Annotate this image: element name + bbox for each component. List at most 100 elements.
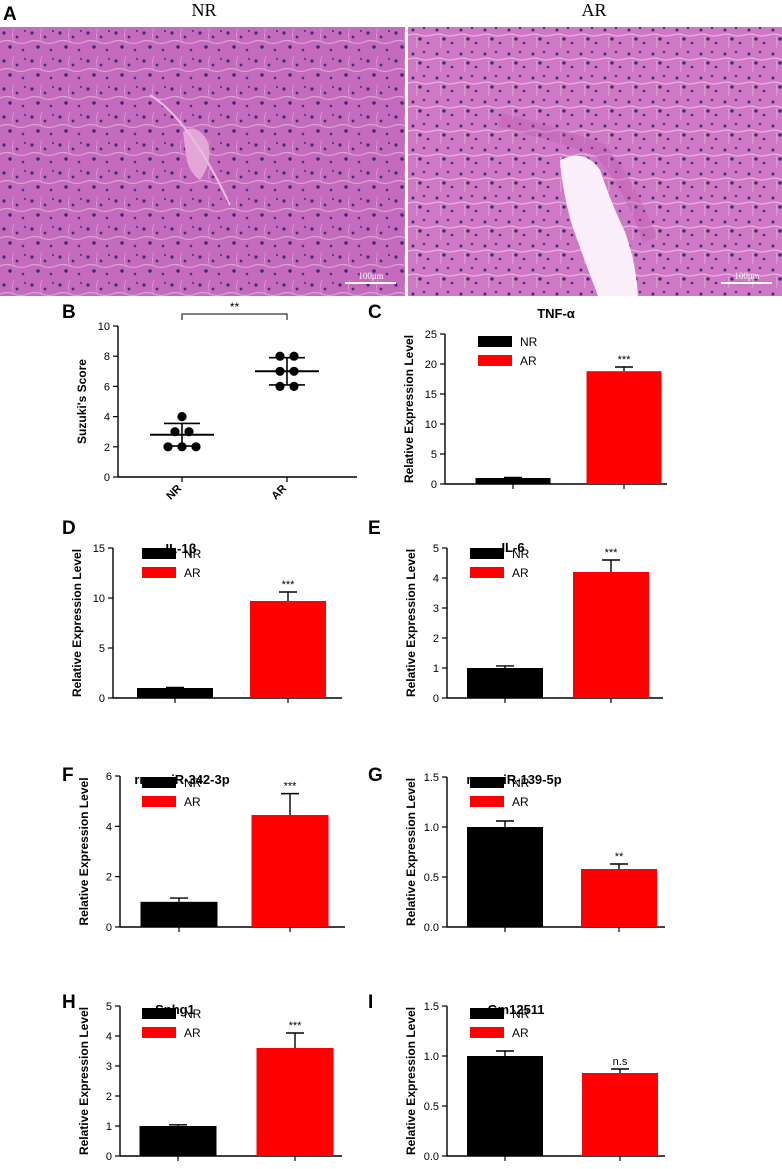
y-tick-label: 1 [106,1121,112,1133]
legend-swatch-ar [478,355,512,366]
y-tick-label: 10 [93,593,105,605]
y-tick-label: 0.5 [424,1101,439,1113]
legend-label: AR [520,354,537,368]
y-tick-label: 2 [106,872,112,884]
y-tick-label: 3 [106,1061,112,1073]
significance-label: ** [230,300,240,314]
legend-label: NR [184,1007,202,1021]
bar-nr [467,1056,543,1156]
y-tick-label: 2 [104,442,110,454]
legend-label: NR [512,547,530,561]
y-tick-label: 10 [98,321,110,333]
y-axis-label: Relative Expression Level [404,549,418,697]
legend-swatch-nr [470,548,504,559]
bar-ar [256,1048,334,1156]
panel-letter-h: H [62,992,76,1013]
chart-c: C TNF-α 0 5 10 15 20 25 Relative Expression Leve… [368,302,667,491]
image-label-ar: AR [581,0,606,20]
legend-label: AR [184,795,201,809]
data-point [275,351,285,361]
y-tick-label: 2 [433,633,439,645]
y-tick-label: 5 [433,543,439,555]
x-tick-label: NR [164,483,184,503]
y-tick-label: 0 [106,1151,112,1163]
y-tick-label: 20 [425,359,437,371]
bar-ar [250,601,326,698]
y-axis-label: Relative Expression Level [70,549,84,697]
panel-letter-f: F [62,765,74,786]
y-tick-label: 25 [425,329,437,341]
bar-ar [586,371,662,484]
y-tick-label: 10 [425,419,437,431]
legend-label: NR [184,776,202,790]
bar-ar [573,572,649,698]
legend-label: AR [512,1026,529,1040]
significance-label: *** [605,547,619,559]
panel-letter-a: A [3,4,17,25]
y-tick-label: 0 [433,693,439,705]
legend-swatch-nr [142,1008,176,1019]
image-label-nr: NR [191,0,216,20]
x-tick-label: AR [269,483,289,503]
chart-title: TNF-α [537,306,575,321]
legend-label: AR [512,566,529,580]
legend-swatch-ar [142,796,176,807]
bar-nr [140,901,218,927]
y-axis-label: Relative Expression Level [404,778,418,926]
significance-bracket [181,313,288,320]
legend-label: NR [520,335,538,349]
y-tick-label: 3 [433,603,439,615]
y-axis-label: Relative Expression Level [402,335,416,483]
y-tick-label: 5 [99,643,105,655]
panel-letter-d: D [62,518,76,539]
legend-swatch-ar [470,1027,504,1038]
data-point [275,381,285,391]
bar-nr [137,688,213,698]
panel-letter-e: E [368,518,381,539]
data-point [289,381,299,391]
chart-title: IL-6 [501,540,524,555]
legend-label: NR [512,1007,530,1021]
significance-label: *** [618,354,632,366]
legend-label: AR [184,1026,201,1040]
y-axis-label: Suzuki's Score [75,359,89,444]
legend-label: NR [184,547,202,561]
y-tick-label: 1.0 [424,822,439,834]
scale-bar-label-nr: 100μm [358,271,383,281]
y-tick-label: 0 [99,693,105,705]
panel-letter-i: I [368,992,373,1013]
y-tick-label: 15 [93,543,105,555]
y-tick-label: 5 [106,1001,112,1013]
data-point [177,412,187,422]
panel-letter-g: G [368,765,383,786]
legend-label: NR [512,776,530,790]
significance-label: *** [284,781,298,793]
bar-nr [467,827,543,927]
legend-swatch-ar [142,567,176,578]
y-axis-label: Relative Expression Level [77,1007,91,1155]
y-tick-label: 0.5 [424,872,439,884]
bar-ar [251,815,329,927]
histology-image-nr: 100μm [0,27,405,296]
histology-image-ar: 100μm [408,27,782,296]
panel-letter-c: C [368,302,382,323]
legend-swatch-nr [142,777,176,788]
chart-e: E IL-6 0 1 2 3 4 5 Relative Expression Level *** N… [368,518,663,705]
legend-swatch-ar [142,1027,176,1038]
bar-ar [582,1073,658,1156]
data-point [289,351,299,361]
legend-swatch-ar [470,796,504,807]
y-tick-label: 4 [433,573,439,585]
legend-swatch-nr [470,777,504,788]
y-tick-label: 4 [106,1031,112,1043]
legend-swatch-nr [478,336,512,347]
y-tick-label: 0 [104,472,110,484]
scale-bar-label-ar: 100μm [734,271,759,281]
bar-ar [581,869,657,927]
y-tick-label: 0.0 [424,922,439,934]
